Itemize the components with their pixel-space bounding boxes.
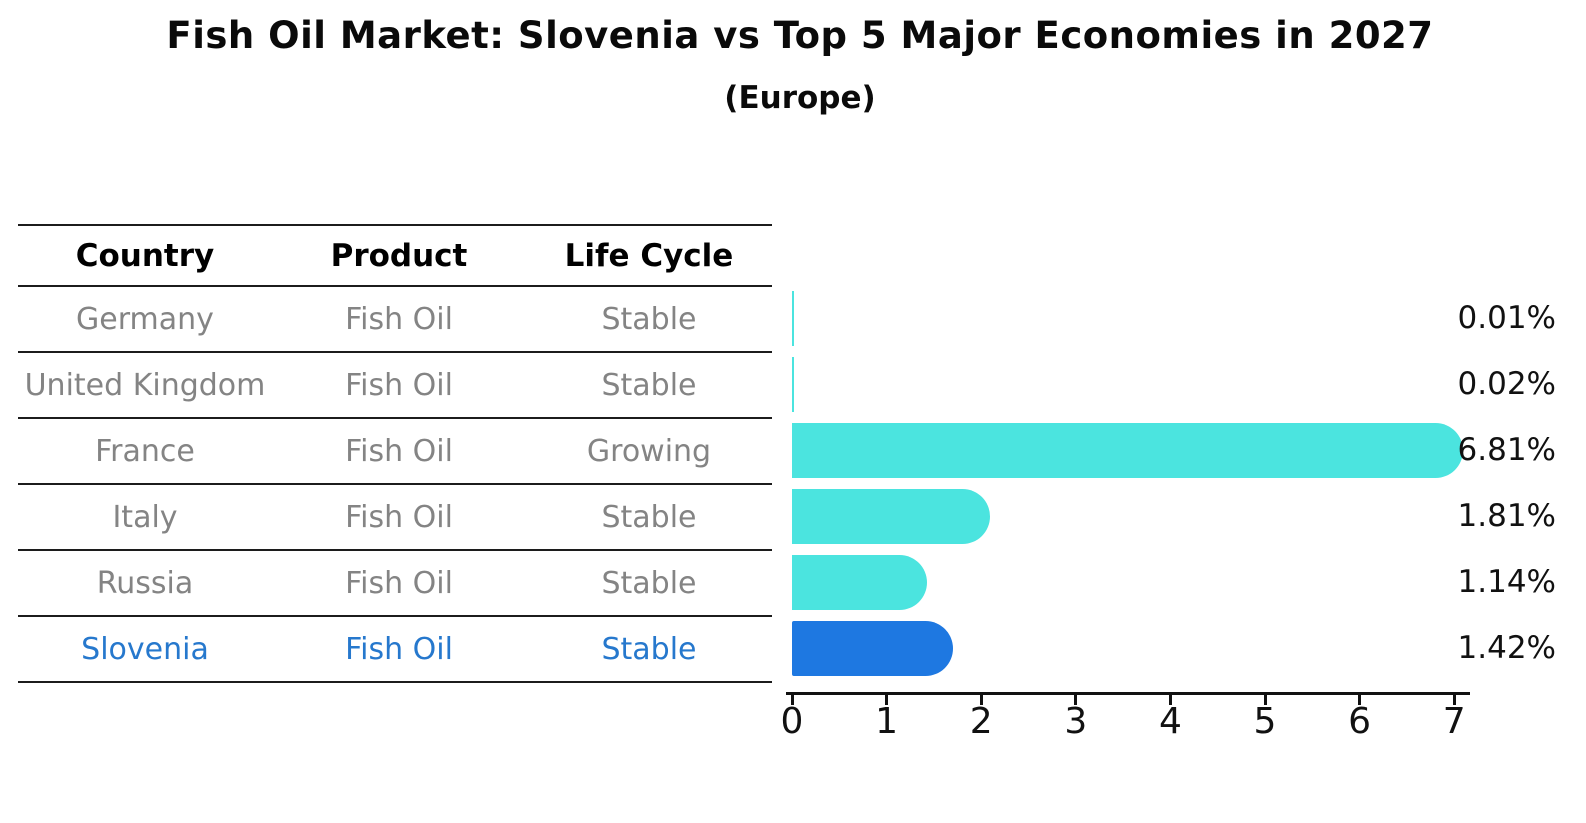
bar-value-label: 1.42% — [1457, 630, 1556, 666]
x-axis-tick-label: 4 — [1158, 701, 1182, 742]
x-axis-tick-label: 0 — [780, 701, 804, 742]
table-row: Slovenia Fish Oil Stable — [18, 617, 772, 683]
bar-value-label: 1.14% — [1457, 564, 1556, 600]
table-cell-product: Fish Oil — [345, 565, 453, 601]
page-subtitle: (Europe) — [724, 80, 876, 116]
table-row: Italy Fish Oil Stable — [18, 485, 772, 551]
bar-slovenia — [792, 620, 953, 676]
table-row: France Fish Oil Growing — [18, 419, 772, 485]
table-cell-life-cycle: Stable — [601, 499, 697, 535]
x-axis-tick — [979, 695, 983, 705]
x-axis-tick-label: 2 — [969, 701, 993, 742]
table-cell-country: Germany — [76, 301, 214, 337]
table-row: Russia Fish Oil Stable — [18, 551, 772, 617]
table-body: Germany Fish Oil Stable United Kingdom Fish … — [18, 287, 772, 683]
bar-value-label: 0.01% — [1457, 300, 1556, 336]
x-axis-tick-label: 1 — [875, 701, 899, 742]
x-axis-tick — [1168, 695, 1172, 705]
table-header-life-cycle: Life Cycle — [564, 237, 734, 274]
table-cell-country: United Kingdom — [24, 367, 266, 403]
table-header-country: Country — [75, 237, 215, 274]
table-cell-life-cycle: Stable — [601, 565, 697, 601]
x-axis-tick-label: 5 — [1253, 701, 1277, 742]
table-row: Germany Fish Oil Stable — [18, 287, 772, 353]
table-cell-product: Fish Oil — [345, 499, 453, 535]
table-cell-country: Slovenia — [81, 631, 209, 667]
table-cell-country: France — [95, 433, 195, 469]
table-cell-product: Fish Oil — [345, 631, 453, 667]
table-cell-life-cycle: Stable — [601, 367, 697, 403]
x-axis-tick-label: 7 — [1442, 701, 1466, 742]
x-axis-tick-label: 3 — [1064, 701, 1088, 742]
page-title: Fish Oil Market: Slovenia vs Top 5 Major… — [166, 14, 1434, 57]
x-axis-tick — [1358, 695, 1362, 705]
table-cell-country: Italy — [112, 499, 178, 535]
table-header-product: Product — [330, 237, 468, 274]
table-cell-product: Fish Oil — [345, 433, 453, 469]
bar-value-label: 0.02% — [1457, 366, 1556, 402]
bar-germany — [792, 290, 794, 346]
bar-russia — [792, 554, 927, 610]
country-table: Country Product Life Cycle Germany Fish O… — [18, 224, 772, 683]
table-cell-country: Russia — [96, 565, 194, 601]
table-header-row: Country Product Life Cycle — [18, 226, 772, 287]
table-cell-product: Fish Oil — [345, 301, 453, 337]
bar-italy — [792, 488, 990, 544]
table-cell-life-cycle: Growing — [586, 433, 712, 469]
x-axis-tick — [1074, 695, 1078, 705]
table-cell-life-cycle: Stable — [601, 301, 697, 337]
x-axis-tick — [790, 695, 794, 705]
table-cell-life-cycle: Stable — [601, 631, 697, 667]
x-axis-tick — [1263, 695, 1267, 705]
x-axis-tick-label: 6 — [1348, 701, 1372, 742]
x-axis-line — [786, 692, 1470, 695]
bar-france — [792, 422, 1463, 478]
bar-value-label: 6.81% — [1457, 432, 1556, 468]
x-axis-tick — [1452, 695, 1456, 705]
table-row: United Kingdom Fish Oil Stable — [18, 353, 772, 419]
bar-united-kingdom — [792, 356, 794, 412]
table-cell-product: Fish Oil — [345, 367, 453, 403]
x-axis-tick — [885, 695, 889, 705]
bar-value-label: 1.81% — [1457, 498, 1556, 534]
